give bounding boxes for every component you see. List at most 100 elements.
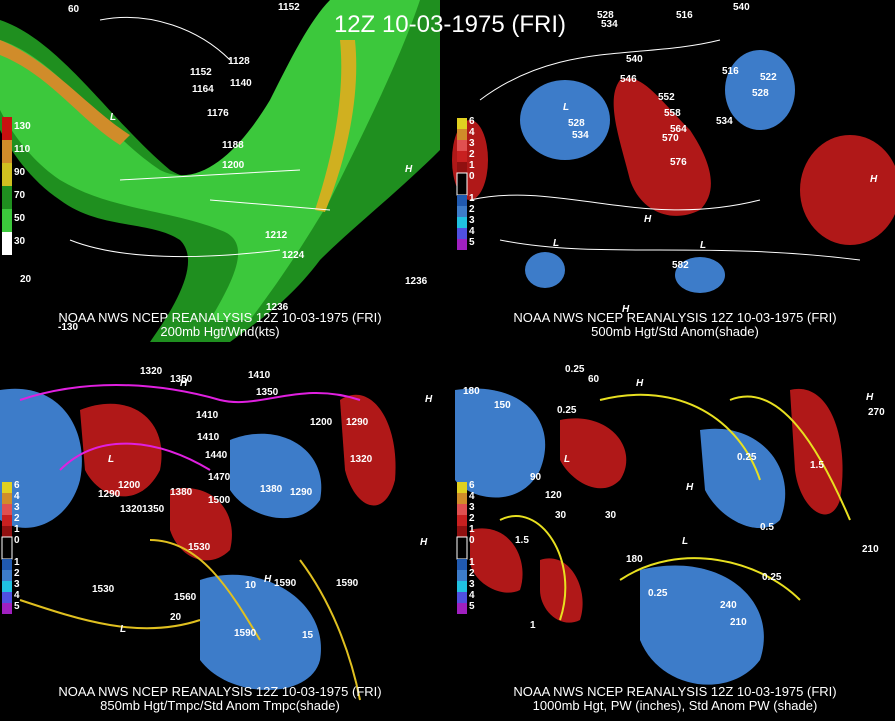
contour-label: 1212 xyxy=(265,230,288,241)
legend-swatch xyxy=(1,536,13,560)
legend-swatch xyxy=(2,603,12,614)
contour-label: 150 xyxy=(494,400,511,411)
anomaly-shade xyxy=(525,252,565,288)
contour-label: 522 xyxy=(760,72,777,83)
contour-label: 1290 xyxy=(98,489,121,500)
contour-label: 1440 xyxy=(205,450,228,461)
contour-label: H xyxy=(644,214,652,225)
contour-label: 30 xyxy=(555,510,567,521)
contour-label: 1380 xyxy=(170,487,193,498)
anomaly-shade xyxy=(340,394,396,506)
panel-source: NOAA NWS NCEP REANALYSIS 12Z 10-03-1975 … xyxy=(58,684,381,699)
contour-label: 270 xyxy=(868,407,885,418)
contour-label: H xyxy=(622,304,630,315)
contour-label: 534 xyxy=(601,19,618,30)
legend-label: 4 xyxy=(469,491,475,502)
contour-label: 1350 xyxy=(256,387,279,398)
contour-label: 90 xyxy=(530,472,542,483)
temperature-contour xyxy=(19,384,361,471)
contour-label: 1410 xyxy=(248,370,271,381)
legend-label: 1 xyxy=(14,557,20,568)
panel-200mb xyxy=(0,0,440,342)
contour-label: H xyxy=(636,378,644,389)
legend-swatch xyxy=(457,118,467,129)
contour-label: 1590 xyxy=(274,578,297,589)
contour-label: 180 xyxy=(626,554,643,565)
contour-label: 30 xyxy=(605,510,617,521)
contour-label: 1590 xyxy=(336,578,359,589)
legend-label: 2 xyxy=(14,568,20,579)
legend-label: 3 xyxy=(469,579,475,590)
legend-swatch xyxy=(457,592,467,603)
contour-label: 564 xyxy=(670,124,687,135)
contour-label: 1530 xyxy=(188,542,211,553)
map-title: 12Z 10-03-1975 (FRI) xyxy=(334,11,566,38)
legend-label: 1 xyxy=(14,524,20,535)
contour-label: 570 xyxy=(662,133,679,144)
legend-label: 4 xyxy=(469,226,475,237)
contour-label: 1.5 xyxy=(810,460,824,471)
contour-label: 1380 xyxy=(260,484,283,495)
contour-label: 1320 xyxy=(120,504,143,515)
legend-swatch xyxy=(456,536,468,560)
contour-label: 0.25 xyxy=(648,588,668,599)
legend-swatch xyxy=(457,559,467,570)
legend-label: 3 xyxy=(14,502,20,513)
legend-swatch xyxy=(2,592,12,603)
contour-label: 0.5 xyxy=(760,522,774,533)
anomaly-shade xyxy=(700,428,786,529)
contour-label: 558 xyxy=(664,108,681,119)
legend-label: 2 xyxy=(469,568,475,579)
contour-label: H xyxy=(866,392,874,403)
contour-label: 0.25 xyxy=(762,572,782,583)
legend-swatches xyxy=(2,117,12,255)
legend-label: 70 xyxy=(14,190,26,201)
contour-label: 1590 xyxy=(234,628,257,639)
legend-swatch xyxy=(457,515,467,526)
contour-label: -130 xyxy=(58,322,78,333)
panel-caption: 1000mb Hgt, PW (inches), Std Anom PW (sh… xyxy=(533,698,818,713)
legend-label: 130 xyxy=(14,121,31,132)
legend-label: 2 xyxy=(469,149,475,160)
contour-label: H xyxy=(405,164,413,175)
legend-swatches xyxy=(456,118,468,250)
legend-swatch xyxy=(2,482,12,493)
legend-swatch xyxy=(2,515,12,526)
contour-label: 1128 xyxy=(228,56,250,67)
legend-swatch xyxy=(457,493,467,504)
legend-label: 3 xyxy=(14,579,20,590)
panel-source: NOAA NWS NCEP REANALYSIS 12Z 10-03-1975 … xyxy=(513,684,836,699)
contour-label: 1350 xyxy=(142,504,165,515)
contour-label: 20 xyxy=(170,612,182,623)
panel-caption: 850mb Hgt/Tmpc/Std Anom Tmpc(shade) xyxy=(100,698,340,713)
legend-label: 0 xyxy=(469,171,475,182)
contour-label: L xyxy=(110,112,116,123)
wind-shade xyxy=(315,40,357,212)
contour-label: 210 xyxy=(862,544,879,555)
anomaly-shade xyxy=(540,558,583,623)
legend-label: 4 xyxy=(14,491,20,502)
anomaly-shade xyxy=(560,418,627,489)
contour-label: 1290 xyxy=(346,417,369,428)
contour-label: L xyxy=(553,238,559,249)
legend-swatches xyxy=(1,482,13,614)
panel-850mb xyxy=(0,384,396,701)
legend-label: 4 xyxy=(469,127,475,138)
contour xyxy=(69,16,331,258)
legend-swatch xyxy=(2,163,12,186)
legend-swatch xyxy=(457,140,467,151)
contour-label: 1560 xyxy=(174,592,197,603)
legend-swatches xyxy=(456,482,468,614)
legend-label: 2 xyxy=(469,513,475,524)
legend-swatch xyxy=(2,504,12,515)
legend-swatch xyxy=(456,172,468,196)
contour-label: 15 xyxy=(302,630,314,641)
legend-label: 3 xyxy=(469,215,475,226)
contour-label: 1500 xyxy=(208,495,231,506)
contour-label: 1410 xyxy=(197,432,220,443)
contour-label: 1530 xyxy=(92,584,115,595)
wind-shade xyxy=(0,0,420,320)
panel-500mb xyxy=(452,39,895,293)
legend-label: 1 xyxy=(469,160,475,171)
